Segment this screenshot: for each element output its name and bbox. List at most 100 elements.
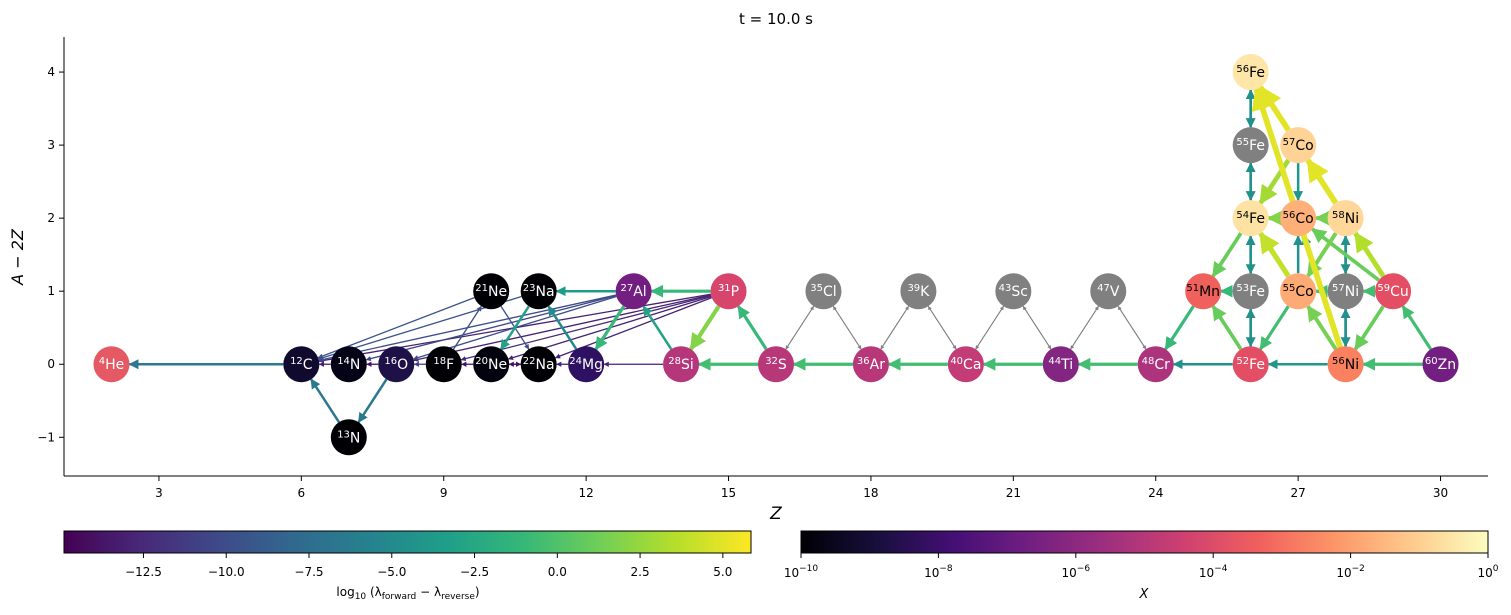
node-label-k39: 39K xyxy=(907,283,930,300)
node-cu59: 59Cu xyxy=(1375,273,1412,310)
node-label-zn60: 60Zn xyxy=(1425,356,1456,373)
node-circle-mn51 xyxy=(1185,273,1222,310)
colorbar-abundance-label: X xyxy=(1139,587,1150,602)
node-label-mg24: 24Mg xyxy=(569,356,603,373)
rate-edge-co57-fe56 xyxy=(1258,85,1291,132)
rate-edge-ni58-co57 xyxy=(1305,158,1339,205)
node-na23: 23Na xyxy=(520,273,557,310)
node-label-ca40: 40Ca xyxy=(950,356,981,373)
colorbar-rate-gradient xyxy=(63,530,752,554)
node-circle-al27 xyxy=(615,273,652,310)
node-label-s32: 32S xyxy=(765,356,787,373)
node-he4: 4He xyxy=(93,346,130,383)
node-na22: 22Na xyxy=(520,346,557,383)
y-tick-label: −1 xyxy=(37,430,55,444)
x-tick-label: 15 xyxy=(721,486,736,500)
colorbar-abundance-tick-label: 100 xyxy=(1477,564,1498,580)
node-circle-ni57 xyxy=(1327,273,1364,310)
x-axis-label: Z xyxy=(769,504,782,524)
node-label-cl35: 35Cl xyxy=(810,283,836,300)
node-p31: 31P xyxy=(710,273,747,310)
colorbar-rate: −12.5 −10.0 −7.5 −5.0 −2.5 0.0 2.5 5.0 log10 (λ… xyxy=(63,530,752,602)
node-label-c12: 12C xyxy=(290,356,313,373)
colorbar-rate-tick-label: −2.5 xyxy=(460,565,489,579)
node-circle-na22 xyxy=(520,346,557,383)
y-tick-label: 4 xyxy=(47,65,55,79)
colorbar-rate-tick-label: 5.0 xyxy=(713,565,732,579)
rate-edge-mg24-na23 xyxy=(547,305,578,350)
rate-edge-cu59-ni56 xyxy=(1353,305,1385,351)
node-label-v47: 47V xyxy=(1097,283,1120,300)
node-label-ne21: 21Ne xyxy=(475,283,507,300)
y-tick-label: 3 xyxy=(47,138,55,152)
node-label-ne20: 20Ne xyxy=(475,356,507,373)
node-al27: 27Al xyxy=(615,273,652,310)
inactive-edge-ca40-k39 xyxy=(927,305,957,350)
x-tick-label: 24 xyxy=(1148,486,1163,500)
colorbar-abundance-tick-label: 10−10 xyxy=(784,564,819,580)
rate-edge-al27-c12 xyxy=(318,294,617,362)
node-k39: 39K xyxy=(900,273,937,310)
node-label-co57: 57Co xyxy=(1283,137,1314,154)
node-o16: 16O xyxy=(378,346,415,383)
node-circle-ni58 xyxy=(1327,200,1364,237)
node-circle-p31 xyxy=(710,273,747,310)
node-circle-k39 xyxy=(900,273,937,310)
node-label-fe55: 55Fe xyxy=(1236,137,1265,154)
node-circle-mg24 xyxy=(568,346,605,383)
node-circle-co55 xyxy=(1280,273,1317,310)
node-circle-ar36 xyxy=(852,346,889,383)
node-circle-sc43 xyxy=(995,273,1032,310)
chart-title: t = 10.0 s xyxy=(739,10,813,28)
rate-edge-zn60-cu59 xyxy=(1401,305,1433,351)
node-ne20: 20Ne xyxy=(473,346,510,383)
node-ca40: 40Ca xyxy=(947,346,984,383)
colorbar-abundance-tick-label: 10−8 xyxy=(924,564,953,580)
node-f18: 18F xyxy=(425,346,462,383)
node-sc43: 43Sc xyxy=(995,273,1032,310)
x-tick-label: 12 xyxy=(578,486,593,500)
edges-layer xyxy=(128,85,1433,424)
node-circle-cl35 xyxy=(805,273,842,310)
rate-edge-o16-n13 xyxy=(357,378,388,424)
node-fe54: 54Fe xyxy=(1232,200,1269,237)
node-label-n13: 13N xyxy=(337,429,360,446)
node-circle-co57 xyxy=(1280,127,1317,164)
node-label-na22: 22Na xyxy=(523,356,555,373)
colorbar-rate-tick-label: 0.0 xyxy=(548,565,567,579)
node-label-o16: 16O xyxy=(384,356,408,373)
x-tick-label: 9 xyxy=(440,486,448,500)
node-circle-ca40 xyxy=(947,346,984,383)
node-fe56: 56Fe xyxy=(1232,54,1269,91)
node-circle-n14 xyxy=(330,346,367,383)
y-tick-label: 0 xyxy=(47,357,55,371)
node-label-p31: 31P xyxy=(718,283,739,300)
node-circle-co56 xyxy=(1280,200,1317,237)
rate-edge-cu59-co56 xyxy=(1311,227,1380,282)
node-label-mn51: 51Mn xyxy=(1186,283,1220,300)
rate-edge-s32-p31 xyxy=(736,305,768,351)
node-ni57: 57Ni xyxy=(1327,273,1364,310)
inactive-edge-ca40-sc43 xyxy=(975,305,1004,350)
node-mn51: 51Mn xyxy=(1185,273,1222,310)
colorbar-rate-label: log10 (λforward − λreverse) xyxy=(336,585,479,602)
inactive-edge-s32-cl35 xyxy=(785,305,815,350)
node-label-ni57: 57Ni xyxy=(1332,283,1359,300)
rate-edge-mn51-cr48 xyxy=(1164,305,1195,351)
node-label-si28: 28Si xyxy=(668,356,694,373)
node-circle-ne21 xyxy=(473,273,510,310)
rate-edge-si28-al27 xyxy=(642,305,673,350)
rate-edge-fe54-mn51 xyxy=(1211,232,1243,278)
node-label-ti44: 44Ti xyxy=(1048,356,1073,373)
x-tick-label: 27 xyxy=(1290,486,1305,500)
x-tick-label: 30 xyxy=(1433,486,1448,500)
node-circle-cu59 xyxy=(1375,273,1412,310)
colorbar-abundance-tick-label: 10−4 xyxy=(1199,564,1228,580)
node-circle-si28 xyxy=(663,346,700,383)
colorbar-rate-tick-label: −10.0 xyxy=(208,565,245,579)
node-circle-fe52 xyxy=(1232,346,1269,383)
node-circle-na23 xyxy=(520,273,557,310)
node-cl35: 35Cl xyxy=(805,273,842,310)
node-n13: 13N xyxy=(330,419,367,456)
node-circle-fe54 xyxy=(1232,200,1269,237)
